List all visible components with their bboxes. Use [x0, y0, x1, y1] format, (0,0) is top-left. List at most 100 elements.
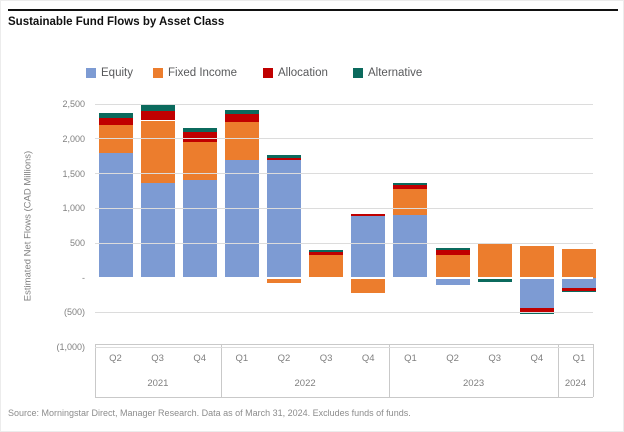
bar-segment-fixed-income	[435, 255, 470, 278]
x-tick-quarter-label: Q1	[572, 353, 586, 364]
bar-segment-allocation	[267, 157, 302, 161]
gridline	[95, 207, 593, 209]
legend-swatch-icon	[153, 68, 163, 78]
y-tick-label: 1,000	[62, 203, 85, 214]
axis-group-divider	[593, 344, 594, 397]
bar-segment-allocation	[98, 118, 133, 125]
bar-segment-alternative	[477, 277, 512, 282]
bar-segment-equity	[519, 277, 554, 308]
bar-segment-equity	[98, 153, 133, 278]
bar-segment-allocation	[182, 131, 217, 142]
legend-swatch-icon	[263, 68, 273, 78]
zero-baseline	[95, 276, 593, 279]
axis-border	[95, 344, 593, 345]
bar-segment-equity	[182, 180, 217, 278]
bar-segment-allocation	[393, 185, 428, 190]
y-tick-label: 2,500	[62, 99, 85, 110]
bar-segment-allocation	[224, 114, 259, 122]
bar-segment-fixed-income	[309, 255, 344, 278]
legend-swatch-icon	[86, 68, 96, 78]
bar-segment-fixed-income	[393, 189, 428, 215]
bar-segment-alternative	[182, 128, 217, 132]
bar-segment-alternative	[309, 249, 344, 252]
bar-segment-allocation	[435, 249, 470, 256]
y-tick-label: 1,500	[62, 168, 85, 179]
legend-item-equity: Equity	[86, 67, 133, 79]
bar-segment-equity	[267, 160, 302, 278]
bar-segment-alternative	[224, 110, 259, 115]
x-tick-year-label: 2024	[564, 378, 586, 389]
x-tick-quarter-label: Q4	[361, 353, 375, 364]
axis-group-divider	[95, 344, 96, 397]
axis-group-divider	[389, 344, 391, 397]
x-tick-quarter-label: Q1	[235, 353, 249, 364]
x-tick-quarter-label: Q3	[488, 353, 501, 364]
x-tick-quarter-label: Q1	[404, 353, 417, 364]
legend-label: Allocation	[278, 67, 328, 79]
axis-group-divider	[220, 344, 222, 397]
gridline	[95, 242, 593, 244]
legend-item-alternative: Alternative	[353, 67, 422, 79]
legend-label: Fixed Income	[168, 67, 238, 79]
x-tick-quarter-label: Q3	[151, 353, 164, 364]
y-tick-label: 500	[69, 238, 85, 248]
bar-segment-fixed-income	[267, 277, 302, 283]
x-tick-quarter-label: Q2	[109, 353, 122, 364]
x-tick-year-label: 2023	[463, 378, 485, 389]
bar-segment-fixed-income	[519, 246, 554, 278]
legend-swatch-icon	[353, 68, 363, 78]
bar-segment-alternative	[267, 154, 302, 158]
bar-segment-allocation	[561, 288, 596, 291]
gridline	[95, 138, 593, 140]
bar-segment-equity	[561, 277, 596, 289]
y-tick-label: (1,000)	[56, 342, 85, 353]
axis-border	[95, 397, 593, 398]
bar-segment-alternative	[98, 112, 133, 119]
x-tick-quarter-label: Q3	[319, 353, 333, 364]
bar-segment-allocation	[519, 307, 554, 312]
bar-segment-fixed-income	[561, 248, 596, 278]
bar-segment-fixed-income	[477, 243, 512, 278]
source-note: Source: Morningstar Direct, Manager Rese…	[8, 408, 411, 418]
legend-label: Alternative	[368, 67, 423, 79]
bar-segment-alternative	[393, 183, 428, 186]
bar-segment-equity	[140, 182, 175, 278]
legend: Equity Fixed Income Allocation Alternative	[1, 67, 623, 81]
y-tick-label: (500)	[63, 307, 85, 318]
x-tick-quarter-label: Q4	[193, 353, 207, 364]
top-rule	[8, 9, 618, 11]
x-tick-quarter-label: Q2	[446, 353, 459, 364]
bar-segment-fixed-income	[224, 121, 259, 161]
bar-segment-fixed-income	[140, 120, 175, 183]
legend-item-allocation: Allocation	[263, 67, 328, 79]
bar-segment-equity	[351, 215, 386, 278]
x-tick-quarter-label: Q2	[277, 353, 291, 364]
bar-segment-allocation	[351, 213, 386, 216]
bar-segment-alternative	[561, 290, 596, 293]
gridline	[95, 311, 593, 313]
legend-label: Equity	[101, 67, 133, 79]
gridline	[95, 173, 593, 175]
bar-segment-equity	[393, 214, 428, 278]
x-tick-year-label: 2021	[147, 378, 169, 389]
bar-segment-allocation	[309, 252, 344, 256]
chart-title: Sustainable Fund Flows by Asset Class	[8, 16, 225, 28]
x-tick-year-label: 2022	[294, 378, 316, 389]
bar-segment-fixed-income	[182, 141, 217, 181]
legend-item-fixed-income: Fixed Income	[153, 67, 237, 79]
y-tick-label: -	[82, 272, 85, 283]
gridline	[95, 346, 593, 348]
x-tick-quarter-label: Q4	[530, 353, 544, 364]
bar-segment-fixed-income	[351, 277, 386, 293]
axis-group-divider	[557, 344, 559, 397]
bar-segment-alternative	[140, 105, 175, 111]
bar-segment-alternative	[435, 248, 470, 250]
gridline	[95, 103, 593, 105]
bar-segment-equity	[435, 277, 470, 286]
bar-segment-allocation	[140, 110, 175, 121]
y-tick-label: 2,000	[62, 133, 85, 144]
bar-segment-equity	[224, 160, 259, 278]
